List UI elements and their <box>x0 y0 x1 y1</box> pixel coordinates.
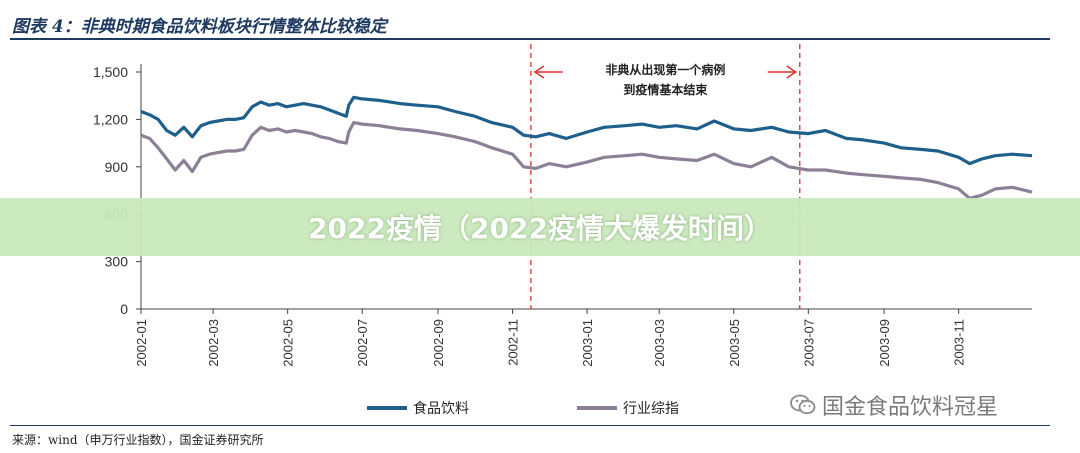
x-tick-label: 2002-03 <box>206 319 221 367</box>
annotation-arrowhead-right <box>786 65 798 79</box>
banner-text: 2022疫情（2022疫情大爆发时间） <box>308 212 772 245</box>
x-tick-label: 2002-07 <box>355 319 370 367</box>
y-tick-label: 300 <box>105 254 129 270</box>
source-rule <box>10 425 1050 426</box>
x-tick-label: 2003-05 <box>727 319 742 367</box>
figure-title: 图表 4：非典时期食品饮料板块行情整体比较稳定 <box>12 17 387 37</box>
x-tick-label: 2002-09 <box>431 319 446 367</box>
annotation-text-line1: 非典从出现第一个病例 <box>605 62 725 77</box>
x-tick-label: 2003-11 <box>952 319 967 366</box>
x-tick-label: 2003-01 <box>580 319 595 367</box>
chart-axes: 03006009001,2001,5002002-012002-032002-0… <box>93 64 1032 367</box>
series-line-1 <box>140 95 1033 166</box>
annotation-text-line2: 到疫情基本结束 <box>623 82 708 97</box>
y-tick-label: 0 <box>120 301 128 317</box>
x-tick-label: 2002-11 <box>506 319 521 366</box>
x-tick-label: 2003-03 <box>652 319 667 367</box>
annotation-arrowhead-left <box>533 65 545 79</box>
x-tick-label: 2002-05 <box>281 319 296 367</box>
x-tick-label: 2002-01 <box>134 319 149 367</box>
legend-label-1: 食品饮料 <box>413 400 469 417</box>
overlay-banner: 2022疫情（2022疫情大爆发时间） <box>0 198 1080 256</box>
watermark-text: 国金食品饮料冠星 <box>822 395 999 420</box>
legend-label-2: 行业综指 <box>623 401 679 417</box>
y-tick-label: 1,500 <box>93 64 128 80</box>
y-tick-label: 1,200 <box>93 111 128 127</box>
chart-legend: 食品饮料 行业综指 <box>367 400 679 417</box>
y-tick-label: 900 <box>105 159 129 175</box>
x-tick-label: 2003-07 <box>801 319 816 367</box>
x-tick-label: 2003-09 <box>877 319 892 367</box>
wechat-icon <box>790 394 816 416</box>
series-line-2 <box>140 121 1033 200</box>
series-lines <box>140 95 1033 200</box>
source-note: 来源：wind（申万行业指数），国金证券研究所 <box>12 433 264 447</box>
title-rule <box>10 38 1050 40</box>
watermark: 国金食品饮料冠星 <box>790 390 998 420</box>
